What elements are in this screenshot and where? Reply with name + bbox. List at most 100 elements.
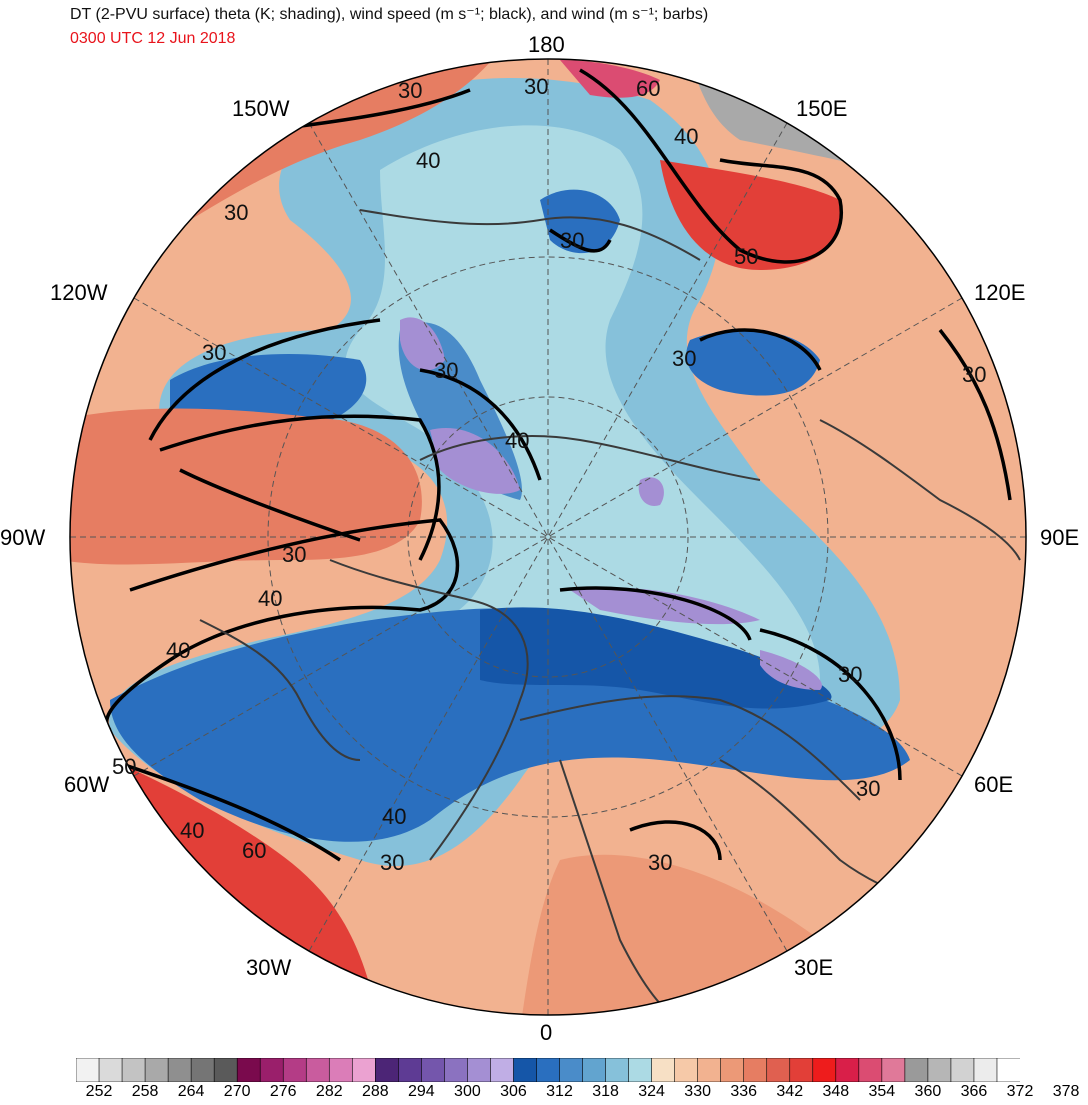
colorbar-swatch <box>398 1058 422 1082</box>
colorbar-tick-label: 348 <box>822 1083 850 1100</box>
lon-label-90e: 90E <box>1040 525 1080 550</box>
colorbar-tick-label: 288 <box>361 1083 389 1100</box>
colorbar-tick-label: 360 <box>914 1083 942 1100</box>
lon-label-60e: 60E <box>974 772 1014 797</box>
colorbar-swatch <box>213 1058 238 1082</box>
colorbar-tick-label: 270 <box>223 1083 251 1100</box>
contour-label: 50 <box>112 754 136 779</box>
colorbar-tick-label: 294 <box>408 1083 435 1100</box>
colorbar-swatch <box>490 1058 515 1082</box>
contour-label: 30 <box>672 346 696 371</box>
colorbar-swatch <box>628 1058 653 1082</box>
colorbar-tick-label: 264 <box>177 1083 205 1100</box>
colorbar-swatch <box>375 1058 399 1082</box>
lon-label-30w: 30W <box>246 955 292 980</box>
colorbar-tick-label: 342 <box>776 1083 804 1100</box>
lon-label-60w: 60W <box>64 772 110 797</box>
colorbar-tick-label: 324 <box>638 1083 665 1100</box>
lon-label-150e: 150E <box>796 96 848 121</box>
colorbar-tick-label: 276 <box>269 1083 297 1100</box>
colorbar-swatch <box>950 1058 975 1082</box>
colorbar-swatch <box>536 1058 561 1082</box>
colorbar-swatch <box>121 1058 146 1082</box>
colorbar-tick-label: 336 <box>730 1083 758 1100</box>
contour-label: 40 <box>382 804 406 829</box>
lon-label-120w: 120W <box>50 280 108 305</box>
contour-label: 40 <box>258 586 282 611</box>
map-border <box>69 58 1027 1016</box>
colorbar-swatch <box>167 1058 192 1082</box>
contour-label: 30 <box>434 358 458 383</box>
colorbar-swatch <box>328 1058 353 1082</box>
colorbar-swatch <box>259 1058 284 1082</box>
contour-label: 30 <box>398 78 422 103</box>
colorbar-tick-label: 372 <box>1006 1083 1034 1100</box>
colorbar-swatch <box>904 1058 929 1082</box>
contour-label: 30 <box>524 74 548 99</box>
colorbar-swatch <box>190 1058 215 1082</box>
colorbar <box>76 1058 1020 1082</box>
contour-label: 40 <box>674 124 698 149</box>
colorbar-tick-label: 258 <box>131 1083 159 1100</box>
contour-label: 40 <box>505 428 529 453</box>
contour-label: 30 <box>838 662 862 687</box>
map-title: DT (2-PVU surface) theta (K; shading), w… <box>70 6 709 23</box>
colorbar-swatch <box>766 1058 791 1082</box>
colorbar-swatch <box>651 1058 676 1082</box>
contour-label: 30 <box>224 200 248 225</box>
colorbar-swatch <box>812 1058 837 1082</box>
colorbar-swatch <box>720 1058 745 1082</box>
colorbar-swatch <box>305 1058 330 1082</box>
colorbar-swatch <box>697 1058 722 1082</box>
colorbar-tick-label: 378 <box>1052 1083 1080 1100</box>
colorbar-tick-label: 354 <box>868 1083 896 1100</box>
colorbar-swatch <box>282 1058 307 1082</box>
lon-label-0: 0 <box>540 1020 553 1045</box>
colorbar-swatch <box>743 1058 768 1082</box>
contour-label: 30 <box>648 850 672 875</box>
colorbar-swatch <box>236 1058 261 1082</box>
colorbar-swatch <box>973 1058 998 1082</box>
colorbar-swatch <box>881 1058 906 1082</box>
colorbar-swatch <box>467 1058 492 1082</box>
colorbar-tick-label: 252 <box>85 1083 113 1100</box>
lon-label-30e: 30E <box>794 955 834 980</box>
graticule <box>70 59 1026 1015</box>
colorbar-swatch <box>444 1058 469 1082</box>
colorbar-swatch <box>351 1058 376 1082</box>
contour-label: 30 <box>962 362 986 387</box>
colorbar-swatch <box>144 1058 169 1082</box>
colorbar-tick-label: 312 <box>546 1083 573 1100</box>
colorbar-swatch <box>789 1058 814 1082</box>
colorbar-swatch <box>559 1058 584 1082</box>
contour-label: 40 <box>180 818 204 843</box>
colorbar-tick-label: 318 <box>592 1083 619 1100</box>
colorbar-swatch <box>927 1058 952 1082</box>
lon-label-180: 180 <box>528 32 565 57</box>
colorbar-swatch <box>674 1058 699 1082</box>
colorbar-swatch <box>513 1058 538 1082</box>
contour-label: 60 <box>242 838 266 863</box>
colorbar-tick-label: 300 <box>454 1083 481 1100</box>
contour-label: 30 <box>282 542 306 567</box>
colorbar-swatch <box>98 1058 123 1082</box>
contour-label: 30 <box>560 228 584 253</box>
contour-label: 40 <box>416 148 440 173</box>
lon-label-120e: 120E <box>974 280 1026 305</box>
colorbar-tick-label: 330 <box>684 1083 712 1100</box>
contour-label-group: 30 60 40 40 30 30 50 30 30 30 40 30 30 4… <box>112 74 986 875</box>
colorbar-tick-label: 306 <box>500 1083 527 1100</box>
colorbar-swatch <box>582 1058 607 1082</box>
colorbar-swatch <box>605 1058 630 1082</box>
colorbar-swatch <box>76 1058 100 1082</box>
colorbar-tick-label: 366 <box>960 1083 988 1100</box>
colorbar-tick-label: 282 <box>315 1083 343 1100</box>
contour-label: 40 <box>166 638 190 663</box>
colorbar-swatch <box>421 1058 445 1082</box>
contour-label: 30 <box>380 850 404 875</box>
contour-label: 50 <box>734 244 758 269</box>
lon-label-90w: 90W <box>0 525 46 550</box>
valid-time: 0300 UTC 12 Jun 2018 <box>70 30 236 47</box>
contour-label: 30 <box>856 776 880 801</box>
